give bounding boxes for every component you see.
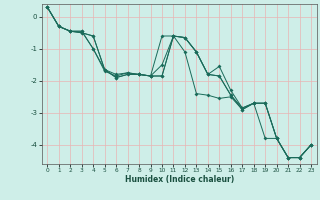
X-axis label: Humidex (Indice chaleur): Humidex (Indice chaleur) [124, 175, 234, 184]
